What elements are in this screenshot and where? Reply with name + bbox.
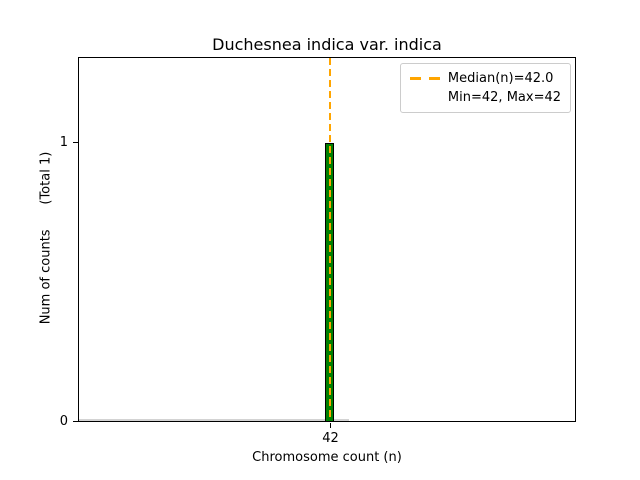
legend-entry-median: Median(n)=42.0 <box>409 69 561 88</box>
legend-entry-minmax: Min=42, Max=42 <box>410 88 561 107</box>
legend: Median(n)=42.0 Min=42, Max=42 <box>399 63 571 113</box>
x-tick-mark-42 <box>330 423 331 428</box>
median-dash-icon <box>409 77 440 80</box>
legend-marker-spacer <box>410 96 440 99</box>
legend-label-minmax: Min=42, Max=42 <box>447 90 561 105</box>
y-tick-mark-1 <box>73 142 78 143</box>
x-tick-label-42: 42 <box>322 431 339 446</box>
y-tick-label-0: 0 <box>59 414 68 429</box>
plot-area: Median(n)=42.0 Min=42, Max=42 <box>78 57 576 422</box>
legend-label-median: Median(n)=42.0 <box>447 71 554 86</box>
y-tick-label-1: 1 <box>59 135 68 150</box>
median-line <box>329 58 331 421</box>
chart-title: Duchesnea indica var. indica <box>212 35 442 54</box>
y-tick-mark-0 <box>73 421 78 422</box>
x-axis-label: Chromosome count (n) <box>252 450 402 465</box>
y-axis-label: Num of counts (Total 1) <box>38 151 54 325</box>
zero-count-baseline <box>79 419 349 421</box>
